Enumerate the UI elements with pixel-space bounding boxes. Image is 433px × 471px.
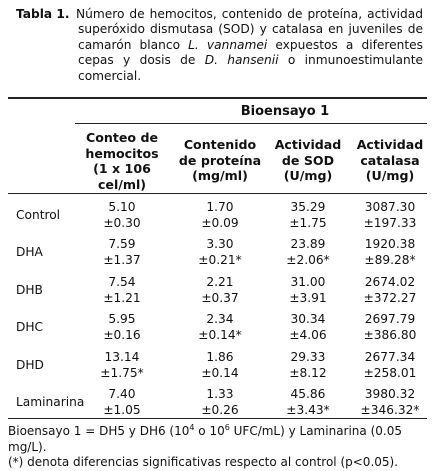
cell-mean: 2674.02 xyxy=(364,275,416,289)
cell-error: ±0.37 xyxy=(201,290,239,305)
cell-error: ±2.06* xyxy=(286,252,330,267)
table-cell: 5.10 ±0.30 xyxy=(77,200,167,231)
table-cell: 31.00 ±3.91 xyxy=(263,275,353,306)
table-cell: 1.86 ±0.14 xyxy=(175,350,265,381)
top-rule xyxy=(8,97,427,99)
cell-mean: 2697.79 xyxy=(364,312,416,326)
table-cell: 7.54 ±1.21 xyxy=(77,275,167,306)
cell-error: ±0.16 xyxy=(103,327,141,342)
row-label: Laminarina xyxy=(16,395,85,409)
cell-error: ±0.09 xyxy=(201,215,239,230)
cell-error: ±1.21 xyxy=(103,290,141,305)
col-header-hemocytes: Conteo de hemocitos (1 x 106 cel/ml) xyxy=(85,130,159,192)
table-cell: 23.89 ±2.06* xyxy=(263,237,353,268)
table-label: Tabla 1. xyxy=(16,7,70,21)
header-rule xyxy=(8,193,427,194)
bottom-rule xyxy=(8,418,427,419)
cell-mean: 5.10 xyxy=(108,200,136,214)
caption-text-3: o inmunoestimulante comercial. xyxy=(78,53,423,83)
cell-mean: 2.34 xyxy=(206,312,234,326)
bioassay-title: Bioensayo 1 xyxy=(240,104,330,119)
cell-mean: 2.21 xyxy=(206,275,234,289)
cell-mean: 7.54 xyxy=(108,275,136,289)
table-cell: 1.70 ±0.09 xyxy=(175,200,265,231)
cell-mean: 7.59 xyxy=(108,237,136,251)
cell-error: ±1.05 xyxy=(103,402,141,417)
cell-error: ±386.80 xyxy=(363,327,417,342)
cell-mean: 31.00 xyxy=(290,275,326,289)
cell-mean: 3087.30 xyxy=(364,200,416,214)
cell-mean: 1.86 xyxy=(206,350,234,364)
cell-error: ±89.28* xyxy=(364,252,416,267)
table-cell: 3087.30 ±197.33 xyxy=(345,200,433,231)
cell-error: ±1.75* xyxy=(100,365,144,380)
table-cell: 30.34 ±4.06 xyxy=(263,312,353,343)
col-header-protein: Contenido de proteína (mg/ml) xyxy=(178,137,262,183)
cell-mean: 2677.34 xyxy=(364,350,416,364)
cell-mean: 1920.38 xyxy=(364,237,416,251)
table-cell: 7.59 ±1.37 xyxy=(77,237,167,268)
cell-error: ±372.27 xyxy=(363,290,417,305)
cell-mean: 35.29 xyxy=(290,200,326,214)
cell-mean: 5.95 xyxy=(108,312,136,326)
cell-error: ±197.33 xyxy=(363,215,417,230)
cell-error: ±258.01 xyxy=(363,365,417,380)
caption-species-1: L. vannamei xyxy=(188,37,268,52)
table-cell: 2.34 ±0.14* xyxy=(175,312,265,343)
cell-mean: 45.86 xyxy=(290,387,326,401)
cell-error: ±3.43* xyxy=(286,402,330,417)
table-cell: 5.95 ±0.16 xyxy=(77,312,167,343)
cell-error: ±1.37 xyxy=(103,252,141,267)
table-cell: 2674.02 ±372.27 xyxy=(345,275,433,306)
table-cell: 2697.79 ±386.80 xyxy=(345,312,433,343)
cell-error: ±346.32* xyxy=(360,402,420,417)
cell-error: ±3.91 xyxy=(289,290,327,305)
table-caption: Tabla 1. Número de hemocitos, contenido d… xyxy=(16,7,423,84)
cell-error: ±8.12 xyxy=(289,365,327,380)
row-label: Control xyxy=(16,208,61,222)
row-label: DHA xyxy=(16,245,43,259)
table-cell: 7.40 ±1.05 xyxy=(77,387,167,418)
table-cell: 1.33 ±0.26 xyxy=(175,387,265,418)
table-cell: 3.30 ±0.21* xyxy=(175,237,265,268)
cell-error: ±4.06 xyxy=(289,327,327,342)
cell-mean: 29.33 xyxy=(290,350,326,364)
cell-mean: 30.34 xyxy=(290,312,326,326)
cell-mean: 3.30 xyxy=(206,237,234,251)
caption-text-1: Número de hemocitos, contenido de proteí… xyxy=(76,7,423,52)
table-cell: 2677.34 ±258.01 xyxy=(345,350,433,381)
table-cell: 29.33 ±8.12 xyxy=(263,350,353,381)
cell-mean: 13.14 xyxy=(104,350,140,364)
cell-error: ±1.75 xyxy=(289,215,327,230)
col-header-catalase: Actividad catalasa (U/mg) xyxy=(356,137,424,183)
cell-error: ±0.30 xyxy=(103,215,141,230)
cell-mean: 1.70 xyxy=(206,200,234,214)
cell-mean: 3980.32 xyxy=(364,387,416,401)
table-cell: 35.29 ±1.75 xyxy=(263,200,353,231)
cell-mean: 1.33 xyxy=(206,387,234,401)
cell-error: ±0.14 xyxy=(201,365,239,380)
row-label: DHC xyxy=(16,320,44,334)
table-cell: 2.21 ±0.37 xyxy=(175,275,265,306)
table-cell: 45.86 ±3.43* xyxy=(263,387,353,418)
cell-error: ±0.21* xyxy=(198,252,242,267)
cell-mean: 7.40 xyxy=(108,387,136,401)
table-cell: 13.14 ±1.75* xyxy=(77,350,167,381)
row-label: DHD xyxy=(16,358,44,372)
row-label: DHB xyxy=(16,283,43,297)
cell-error: ±0.26 xyxy=(201,402,239,417)
cell-mean: 23.89 xyxy=(290,237,326,251)
table-cell: 1920.38 ±89.28* xyxy=(345,237,433,268)
table-footnote: Bioensayo 1 = DH5 y DH6 (104 o 106 UFC/m… xyxy=(8,423,402,470)
cell-error: ±0.14* xyxy=(198,327,242,342)
caption-text-2: expuestos a diferentes cepas y dosis de xyxy=(78,37,423,68)
caption-species-2: D. hansenii xyxy=(204,53,279,68)
col-header-sod: Actividad de SOD (U/mg) xyxy=(274,137,342,183)
table-cell: 3980.32 ±346.32* xyxy=(345,387,433,418)
group-rule xyxy=(75,123,427,124)
